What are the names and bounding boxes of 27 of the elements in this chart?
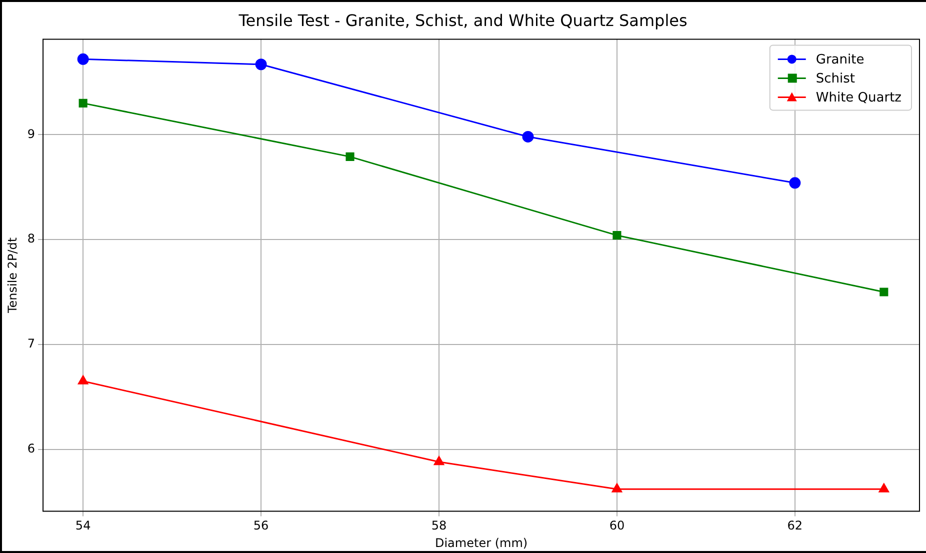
chart-title: Tensile Test - Granite, Schist, and White Quartz Samples bbox=[238, 10, 688, 30]
point bbox=[612, 231, 622, 240]
x-axis-title: Diameter (mm) bbox=[434, 536, 528, 550]
y-tick-label: 6 bbox=[27, 441, 36, 456]
point bbox=[878, 483, 889, 492]
point bbox=[434, 456, 444, 466]
y-tick-label: 9 bbox=[27, 126, 36, 141]
point bbox=[255, 58, 267, 70]
point bbox=[78, 375, 88, 384]
point bbox=[880, 288, 888, 296]
x-tick-label: 54 bbox=[75, 518, 91, 533]
x-tick-label: 60 bbox=[609, 518, 625, 533]
y-axis-title: Tensile 2P/dt bbox=[5, 237, 20, 314]
legend-label: White Quartz bbox=[816, 90, 902, 106]
point bbox=[789, 177, 801, 189]
x-tick-label: 56 bbox=[253, 518, 269, 533]
point bbox=[522, 130, 534, 142]
point bbox=[78, 98, 88, 108]
legend-label: Granite bbox=[816, 52, 864, 68]
x-tick-label: 58 bbox=[431, 518, 447, 533]
y-tick-label: 7 bbox=[27, 336, 36, 351]
point bbox=[612, 483, 622, 492]
x-tick-label: 62 bbox=[787, 518, 803, 533]
point bbox=[77, 53, 89, 65]
y-tick-label: 8 bbox=[27, 232, 36, 246]
legend-label: Schist bbox=[816, 72, 855, 87]
point bbox=[346, 152, 354, 161]
